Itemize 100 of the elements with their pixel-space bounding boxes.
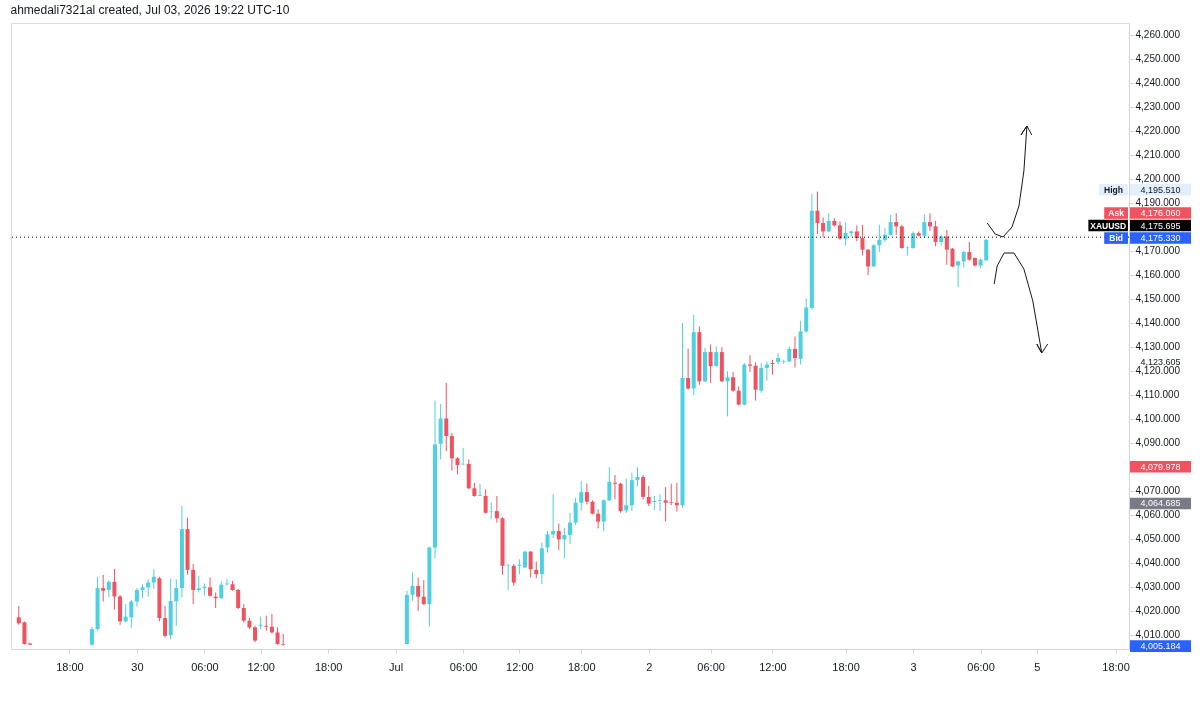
candlestick — [759, 362, 764, 394]
candlestick — [882, 227, 887, 243]
x-tick-label: 06:00 — [697, 660, 725, 673]
candlestick — [528, 550, 533, 579]
y-tick-label: 4,190.000 — [1135, 197, 1181, 209]
candlestick — [517, 558, 522, 575]
y-tick-label: 4,140.000 — [1135, 317, 1181, 329]
y-tick-label: 4,120.000 — [1135, 365, 1181, 377]
candlestick — [635, 466, 640, 487]
candlestick — [826, 212, 831, 233]
candlestick — [967, 241, 972, 262]
x-tick-label: 2 — [646, 660, 653, 673]
y-tick-label: 4,200.000 — [1135, 173, 1181, 185]
y-tick-label: 4,130.000 — [1135, 341, 1181, 353]
candlestick — [163, 605, 168, 638]
candlestick — [545, 530, 550, 554]
candlestick — [641, 474, 646, 500]
candlestick — [646, 485, 651, 507]
candlestick — [837, 220, 842, 241]
candlestick — [815, 191, 820, 235]
candlestick — [933, 220, 938, 247]
candlestick — [241, 603, 246, 623]
y-tick-label: 4,060.000 — [1135, 509, 1181, 521]
x-tick-label: 12:00 — [247, 660, 275, 673]
candlestick — [584, 483, 589, 505]
candlestick — [956, 260, 961, 288]
candlestick — [551, 493, 556, 539]
candlestick — [601, 498, 606, 532]
candlestick — [410, 571, 415, 602]
candlestick — [579, 480, 584, 511]
x-tick-label: 18:00 — [1102, 660, 1130, 673]
candlestick — [281, 633, 286, 647]
y-tick-label: 4,240.000 — [1135, 77, 1181, 89]
candlestick — [101, 574, 106, 603]
text: 4,079.978 — [1140, 461, 1181, 472]
candlestick — [483, 488, 488, 515]
y-tick-label: 4,050.000 — [1135, 533, 1181, 545]
candlestick — [568, 512, 572, 545]
candlestick — [927, 212, 932, 232]
candlestick — [984, 238, 989, 262]
y-tick-label: 4,250.000 — [1135, 53, 1181, 65]
x-tick-label: 30 — [131, 660, 144, 673]
candlestick — [494, 495, 499, 524]
candlestick — [731, 371, 736, 393]
y-tick-label: 4,170.000 — [1135, 245, 1181, 257]
x-tick-label: 18:00 — [56, 660, 84, 673]
candlestick — [444, 382, 449, 452]
candlestick — [151, 568, 156, 590]
candlestick — [821, 217, 826, 238]
text: 4,195.510 — [1140, 184, 1181, 195]
x-tick-label: 06:00 — [967, 660, 995, 673]
y-tick-label: 4,070.000 — [1135, 485, 1181, 497]
annotation: Bid — [1109, 233, 1123, 244]
text: 4,175.330 — [1140, 233, 1181, 244]
candlestick — [770, 359, 775, 376]
candlestick — [421, 579, 426, 606]
x-tick-label: 12:00 — [506, 660, 534, 673]
candlestick — [792, 335, 797, 368]
candlestick — [556, 523, 561, 551]
y-tick-label: 4,160.000 — [1135, 269, 1181, 281]
candlestick — [708, 344, 713, 384]
candlestick — [416, 577, 421, 612]
text: 4,175.695 — [1140, 220, 1181, 231]
x-tick-label: 5 — [1034, 660, 1041, 673]
candlestick — [134, 587, 139, 608]
candlestick — [776, 352, 781, 365]
candlestick — [899, 224, 904, 250]
y-tick-label: 4,100.000 — [1135, 413, 1181, 425]
y-tick-label: 4,090.000 — [1135, 437, 1181, 449]
candlestick — [258, 616, 263, 630]
candlestick — [174, 578, 179, 627]
candlestick — [511, 563, 516, 587]
x-tick-label: 18:00 — [314, 660, 343, 673]
candlestick — [843, 221, 848, 246]
candlestick — [129, 599, 134, 629]
candlestick — [478, 483, 483, 497]
candlestick — [236, 588, 241, 610]
x-tick-label: 3 — [910, 660, 917, 673]
chart-title: ahmedali7321al created, Jul 03, 2026 19:22 UTC-10 — [10, 3, 290, 17]
x-tick-label: 06:00 — [191, 660, 219, 673]
candlestick — [449, 432, 454, 471]
text: 4,005.184 — [1140, 641, 1181, 652]
y-tick-label: 4,210.000 — [1135, 149, 1181, 161]
candlestick — [764, 360, 769, 382]
candlestick — [804, 298, 809, 334]
candlestick — [264, 615, 269, 632]
candlestick — [607, 466, 612, 502]
candlestick — [596, 508, 601, 529]
x-tick-label: 12:00 — [759, 660, 787, 673]
x-tick-label: 06:00 — [449, 660, 478, 673]
candlestick — [573, 497, 578, 526]
candlestick — [922, 213, 927, 239]
candlestick — [871, 243, 876, 268]
y-tick-label: 4,150.000 — [1135, 293, 1181, 305]
text: 4,176.060 — [1140, 208, 1181, 219]
candlestick — [112, 568, 117, 611]
x-tick-label: 18:00 — [567, 660, 596, 673]
text: 4,123.605 — [1140, 357, 1181, 368]
y-tick-label: 4,040.000 — [1135, 557, 1181, 569]
candlestick — [208, 577, 213, 598]
